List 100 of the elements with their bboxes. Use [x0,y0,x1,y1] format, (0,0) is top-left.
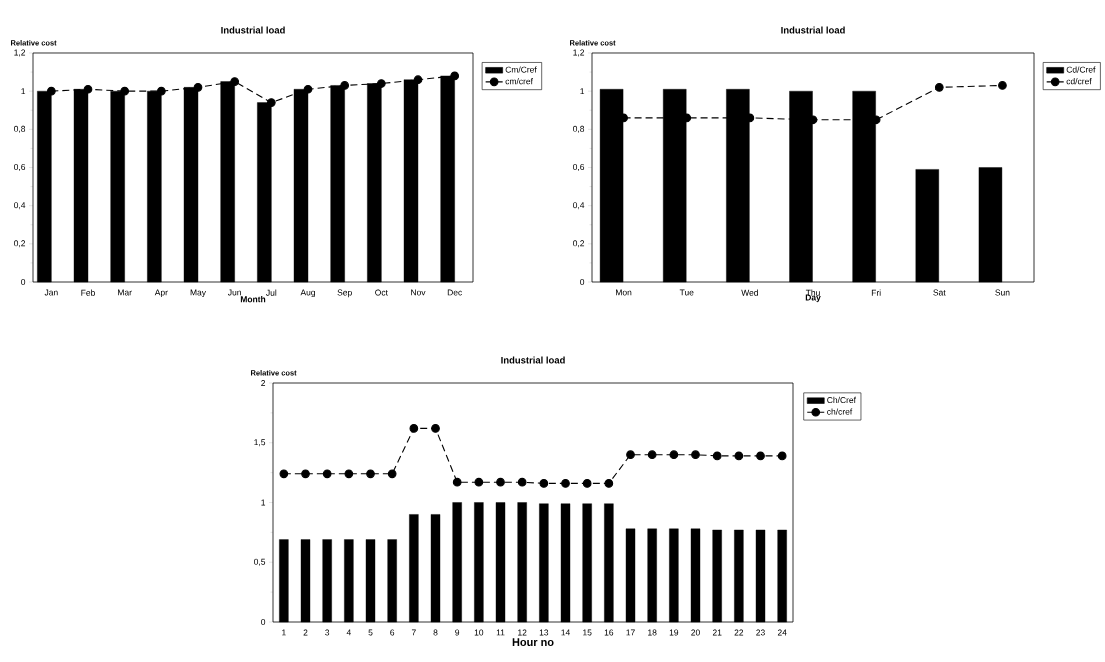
x-axis-title: Day [805,294,821,303]
point [561,479,570,488]
point [322,469,332,479]
point [409,424,419,433]
chart-title: Industrial load [501,356,565,364]
point [474,477,484,487]
point [691,450,700,460]
point [344,469,354,479]
point [496,477,505,487]
x-tick-label: 5 [368,629,373,636]
y-tick-label: 0,8 [14,125,26,133]
x-tick-label: 20 [691,629,700,636]
point [301,469,310,479]
x-tick-label: Dec [447,289,462,296]
legend-label: cd/cref [1066,78,1092,85]
x-tick-label: Fri [871,289,881,296]
x-tick-label: 9 [455,629,460,636]
x-tick-label: 6 [390,629,395,636]
y-tick-label: 0,4 [14,202,26,210]
x-tick-label: Jan [44,289,58,296]
y-tick-label: 0,4 [573,202,585,210]
chart-title: Industrial load [781,26,845,34]
x-tick-label: 10 [474,629,484,636]
x-tick-label: 12 [518,629,527,636]
y-tick-label: 0,5 [254,558,266,566]
point [366,469,375,479]
x-tick-label: 24 [777,629,787,636]
point [193,83,203,92]
x-tick-label: Mar [118,289,132,296]
x-tick-label: Sat [933,289,946,296]
x-tick-label: 23 [756,629,765,636]
point [156,86,166,96]
point [266,98,276,107]
x-tick-label: Apr [154,289,168,298]
x-tick-label: 13 [539,629,549,636]
legend-label: Cm/Cref [505,66,537,73]
point [669,450,679,460]
x-tick-label: Aug [300,289,315,298]
legend-label: Ch/Cref [827,396,856,404]
y-tick-label: 0,6 [14,164,26,171]
x-tick-label: Nov [411,289,426,296]
point [376,79,386,88]
y-tick-label: 1 [580,88,585,95]
x-tick-label: Mon [616,289,632,296]
x-tick-label: 15 [583,629,592,636]
point [303,84,313,94]
point [387,469,397,479]
y-tick-label: 0 [580,279,585,285]
point [712,451,722,461]
point [279,469,289,479]
y-tick-label: 1,5 [254,439,266,447]
x-tick-label: 8 [433,629,438,636]
x-tick-label: Oct [375,289,388,296]
x-tick-label: 2 [303,629,308,636]
point [582,479,592,488]
point [450,71,460,81]
point [46,86,56,96]
x-tick-label: Tue [679,289,694,296]
x-tick-label: May [190,289,206,298]
x-tick-label: Jul [266,289,277,296]
x-tick-label: 14 [561,629,570,636]
y-tick-label: 1 [261,499,266,506]
point [756,451,765,461]
x-axis-title: Month [240,296,266,303]
x-tick-label: 21 [712,629,722,636]
point [777,451,787,461]
point [431,424,440,433]
point [413,75,423,85]
x-tick-label: 18 [648,629,657,636]
point [230,77,240,86]
point [517,477,527,487]
y-tick-label: 0,8 [573,125,585,133]
point [83,84,93,94]
x-tick-label: Jun [227,289,241,296]
point [604,479,614,488]
point [934,83,944,92]
y-tick-label: 1 [21,88,26,95]
x-tick-label: 22 [734,629,744,636]
x-tick-label: 4 [346,629,351,636]
x-tick-label: 3 [325,629,330,636]
x-tick-label: Wed [741,289,758,296]
point [539,479,549,488]
y-tick-label: 0,2 [573,240,585,248]
point [120,86,130,96]
y-tick-label: 1,2 [14,49,26,57]
y-tick-label: 0 [261,619,266,625]
point [998,81,1007,90]
y-tick-label: 0,6 [573,164,585,171]
x-tick-label: 1 [282,629,286,636]
x-tick-label: Sun [995,289,1010,296]
x-tick-label: Thu [805,289,820,296]
point [452,477,462,487]
chart-title: Industrial load [221,26,285,34]
y-tick-label: 2 [261,380,266,386]
y-tick-label: 0 [21,279,26,285]
x-tick-label: 11 [496,629,505,636]
y-tick-label: 0,2 [14,240,26,248]
legend-label: ch/cref [827,408,853,415]
point [340,81,350,90]
x-tick-label: Sep [337,289,352,298]
